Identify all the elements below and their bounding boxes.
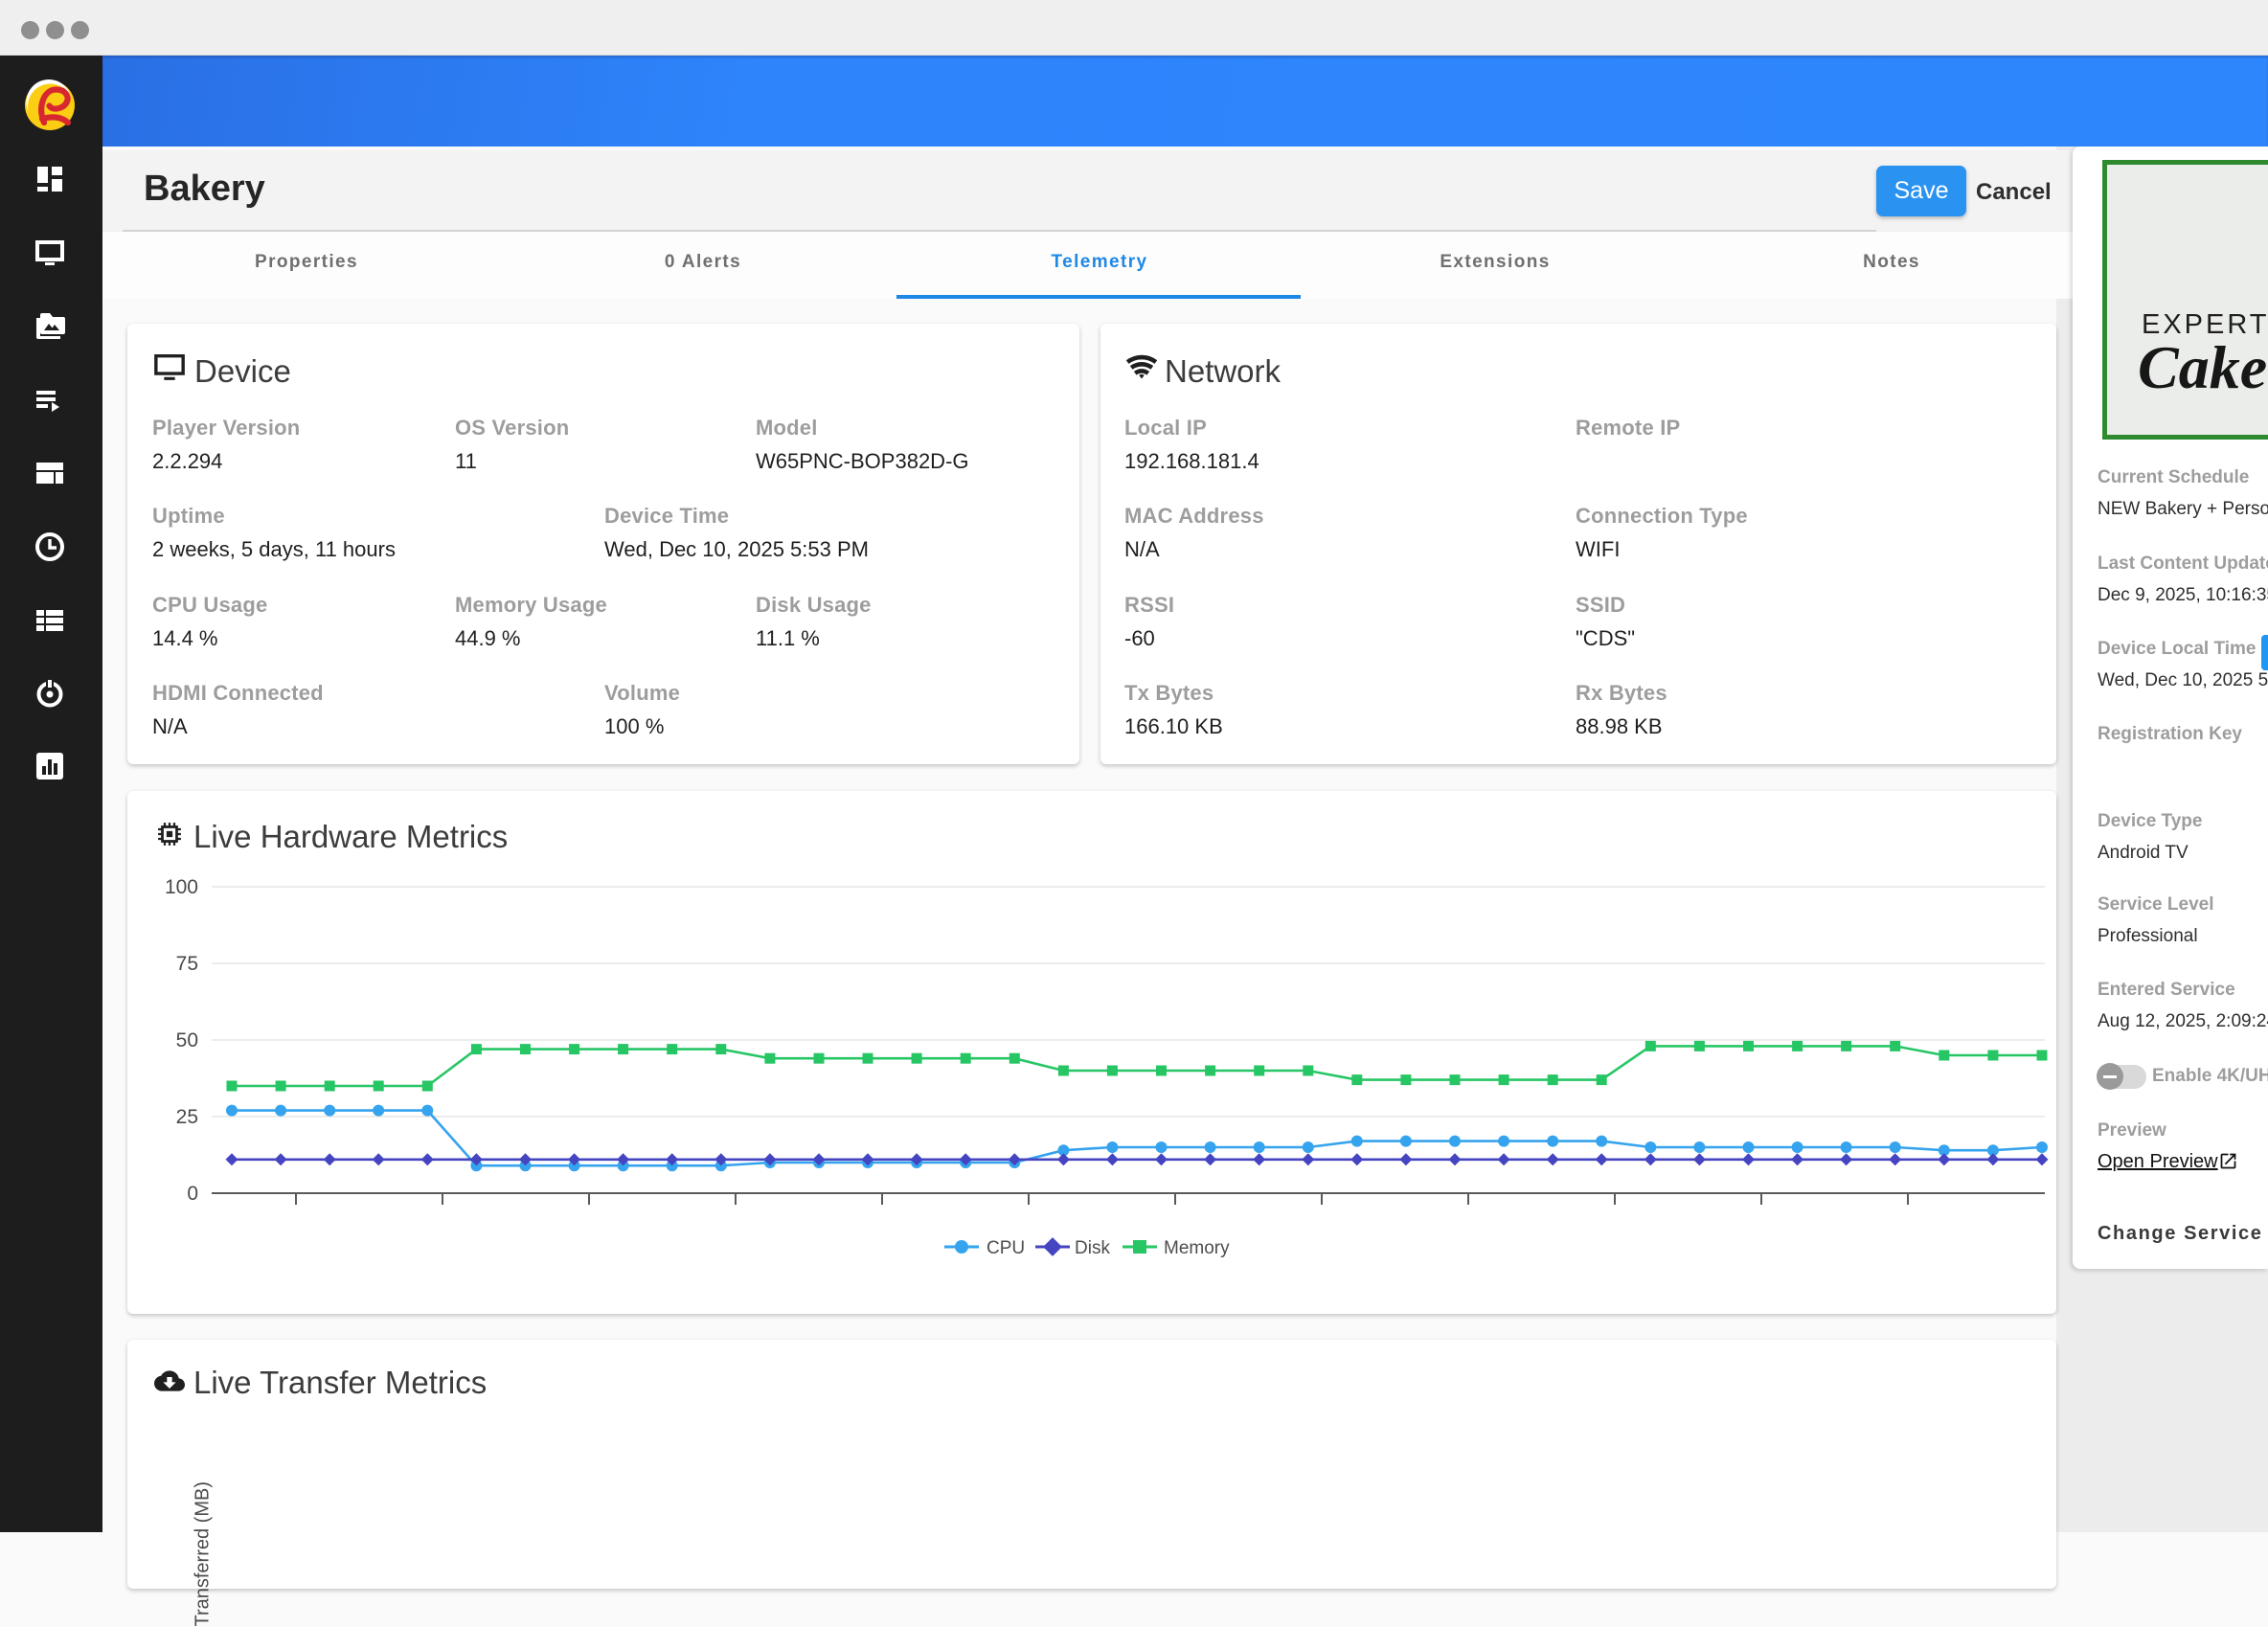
svg-text:CPU: CPU xyxy=(987,1238,1025,1258)
svg-text:25: 25 xyxy=(176,1106,198,1128)
svg-text:50: 50 xyxy=(176,1029,198,1051)
svg-text:Memory: Memory xyxy=(1164,1238,1230,1258)
svg-text:0: 0 xyxy=(187,1183,198,1205)
svg-text:75: 75 xyxy=(176,953,198,975)
svg-text:100: 100 xyxy=(165,876,198,898)
svg-text:Disk: Disk xyxy=(1075,1238,1110,1258)
